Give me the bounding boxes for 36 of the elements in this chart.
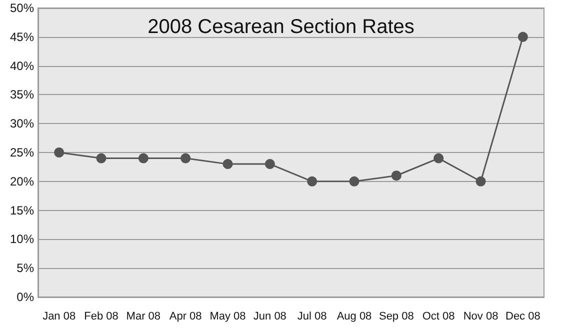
y-tick-label: 10% — [10, 232, 34, 246]
point — [391, 170, 402, 181]
point — [434, 153, 444, 164]
point — [518, 32, 528, 42]
x-tick-label: Dec 08 — [505, 310, 540, 322]
point — [307, 176, 318, 186]
x-tick-label: Jan 08 — [42, 310, 76, 322]
point — [138, 153, 148, 164]
point — [476, 176, 486, 186]
point — [54, 148, 64, 158]
x-tick-label: Sep 08 — [378, 310, 414, 322]
y-tick-label: 0% — [16, 290, 34, 304]
y-tick-label: 30% — [10, 116, 34, 131]
x-tick-label: May 08 — [210, 310, 246, 322]
x-tick-label: Jul 08 — [297, 310, 327, 322]
x-tick-label: Feb 08 — [84, 310, 118, 322]
y-tick-label: 45% — [10, 30, 34, 44]
x-tick-label: Mar 08 — [126, 310, 161, 322]
x-tick-label: Nov 08 — [463, 310, 498, 322]
x-tick-label: Oct 08 — [422, 310, 455, 322]
point — [180, 153, 191, 164]
x-tick-label: Apr 08 — [169, 310, 202, 322]
point — [264, 159, 275, 170]
y-tick-label: 15% — [10, 203, 34, 218]
y-tick-label: 35% — [10, 88, 34, 102]
y-tick-label: 25% — [10, 146, 34, 160]
y-tick-label: 40% — [10, 58, 34, 73]
point — [222, 159, 233, 170]
y-tick-label: 5% — [16, 261, 34, 276]
point — [349, 176, 360, 186]
point — [96, 153, 106, 164]
chart-title: 2008 Cesarean Section Rates — [148, 16, 414, 38]
y-tick-label: 50% — [10, 1, 34, 15]
x-tick-label: Aug 08 — [336, 310, 372, 322]
x-tick-label: Jun 08 — [253, 310, 286, 322]
y-tick-label: 20% — [10, 174, 34, 188]
